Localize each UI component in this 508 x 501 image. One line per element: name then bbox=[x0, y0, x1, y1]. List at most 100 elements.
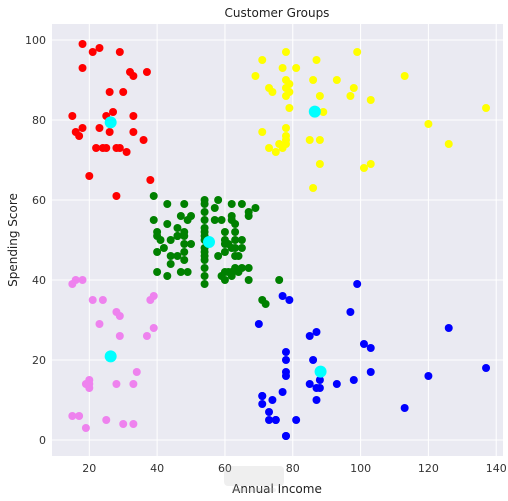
data-point-cluster-1 bbox=[85, 172, 94, 180]
data-point-cluster-2 bbox=[312, 56, 321, 64]
data-point-cluster-2 bbox=[292, 64, 301, 72]
data-point-cluster-4 bbox=[71, 276, 80, 284]
data-point-cluster-2 bbox=[265, 144, 274, 152]
data-point-cluster-4 bbox=[88, 296, 97, 304]
data-point-cluster-3 bbox=[187, 212, 196, 220]
data-point-cluster-1 bbox=[78, 64, 87, 72]
data-point-cluster-5 bbox=[315, 384, 324, 392]
data-point-cluster-3 bbox=[227, 200, 236, 208]
data-point-cluster-4 bbox=[68, 412, 77, 420]
data-point-cluster-1 bbox=[105, 128, 114, 136]
data-point-cluster-5 bbox=[271, 416, 280, 424]
data-point-cluster-2 bbox=[285, 80, 294, 88]
data-point-cluster-1 bbox=[109, 108, 118, 116]
data-point-cluster-3 bbox=[166, 252, 175, 260]
data-point-cluster-4 bbox=[132, 368, 141, 376]
data-point-cluster-2 bbox=[366, 160, 375, 168]
data-point-cluster-3 bbox=[163, 220, 172, 228]
data-point-cluster-4 bbox=[98, 296, 107, 304]
data-point-cluster-3 bbox=[166, 260, 175, 268]
data-point-cluster-3 bbox=[200, 216, 209, 224]
x-axis-title: Annual Income bbox=[232, 482, 322, 496]
data-point-cluster-3 bbox=[183, 268, 192, 276]
data-point-cluster-3 bbox=[176, 212, 185, 220]
data-point-cluster-5 bbox=[312, 328, 321, 336]
tick-labels: 20 40 60 80 100 120 140 0 20 40 60 80 100 bbox=[25, 34, 507, 475]
data-point-cluster-3 bbox=[173, 252, 182, 260]
data-point-cluster-2 bbox=[315, 160, 324, 168]
data-point-cluster-1 bbox=[78, 124, 87, 132]
data-point-cluster-5 bbox=[305, 380, 314, 388]
data-point-cluster-2 bbox=[285, 88, 294, 96]
data-point-cluster-3 bbox=[261, 300, 270, 308]
data-point-cluster-4 bbox=[85, 380, 94, 388]
data-point-cluster-3 bbox=[200, 272, 209, 280]
data-point-cluster-1 bbox=[78, 40, 87, 48]
plot-background bbox=[52, 24, 503, 456]
data-point-cluster-5 bbox=[366, 344, 375, 352]
data-point-cluster-5 bbox=[285, 296, 294, 304]
data-point-cluster-2 bbox=[281, 140, 290, 148]
y-tick-label: 40 bbox=[32, 274, 46, 287]
data-point-cluster-5 bbox=[265, 416, 274, 424]
data-point-cluster-2 bbox=[258, 128, 267, 136]
data-point-cluster-1 bbox=[112, 192, 121, 200]
data-point-cluster-5 bbox=[400, 404, 409, 412]
data-point-cluster-3 bbox=[180, 200, 189, 208]
data-point-cluster-5 bbox=[482, 364, 491, 372]
data-point-cluster-1 bbox=[129, 112, 138, 120]
data-point-cluster-2 bbox=[444, 140, 453, 148]
data-point-cluster-5 bbox=[312, 396, 321, 404]
data-point-cluster-3 bbox=[220, 276, 229, 284]
data-point-cluster-3 bbox=[149, 192, 158, 200]
data-point-cluster-5 bbox=[278, 292, 287, 300]
data-point-cluster-3 bbox=[163, 200, 172, 208]
data-point-cluster-2 bbox=[278, 64, 287, 72]
centroid-point-5 bbox=[314, 365, 327, 378]
x-tick-label: 60 bbox=[218, 462, 232, 475]
chart-title: Customer Groups bbox=[225, 6, 330, 20]
data-point-cluster-3 bbox=[251, 204, 260, 212]
watermark-logo bbox=[224, 466, 284, 492]
data-point-cluster-2 bbox=[309, 184, 318, 192]
data-point-cluster-3 bbox=[217, 216, 226, 224]
data-point-cluster-4 bbox=[102, 416, 111, 424]
data-point-cluster-3 bbox=[153, 248, 162, 256]
data-point-cluster-3 bbox=[153, 268, 162, 276]
data-point-cluster-1 bbox=[122, 148, 131, 156]
data-point-cluster-3 bbox=[159, 244, 168, 252]
data-point-cluster-5 bbox=[349, 376, 358, 384]
data-point-cluster-2 bbox=[349, 84, 358, 92]
data-point-cluster-4 bbox=[78, 276, 87, 284]
data-point-cluster-2 bbox=[424, 120, 433, 128]
y-tick-label: 20 bbox=[32, 354, 46, 367]
data-point-cluster-3 bbox=[187, 240, 196, 248]
data-point-cluster-3 bbox=[227, 212, 236, 220]
data-point-cluster-5 bbox=[444, 324, 453, 332]
data-point-cluster-3 bbox=[214, 196, 223, 204]
data-point-cluster-2 bbox=[332, 76, 341, 84]
y-axis-title: Spending Score bbox=[6, 193, 20, 287]
data-point-cluster-2 bbox=[285, 104, 294, 112]
data-point-cluster-3 bbox=[244, 264, 253, 272]
data-point-cluster-5 bbox=[359, 340, 368, 348]
data-point-cluster-3 bbox=[231, 220, 240, 228]
data-point-cluster-1 bbox=[139, 136, 148, 144]
data-point-cluster-3 bbox=[163, 272, 172, 280]
data-point-cluster-3 bbox=[234, 252, 243, 260]
data-point-cluster-2 bbox=[251, 72, 260, 80]
data-point-cluster-5 bbox=[366, 368, 375, 376]
data-point-cluster-1 bbox=[142, 68, 151, 76]
data-point-cluster-5 bbox=[281, 432, 290, 440]
data-point-cluster-1 bbox=[129, 72, 138, 80]
x-tick-label: 80 bbox=[286, 462, 300, 475]
data-point-cluster-5 bbox=[265, 408, 274, 416]
data-point-cluster-3 bbox=[200, 208, 209, 216]
data-point-cluster-4 bbox=[95, 320, 104, 328]
data-point-cluster-3 bbox=[180, 256, 189, 264]
data-point-cluster-4 bbox=[75, 412, 84, 420]
data-point-cluster-4 bbox=[142, 332, 151, 340]
data-point-cluster-1 bbox=[115, 48, 124, 56]
data-point-cluster-3 bbox=[173, 232, 182, 240]
